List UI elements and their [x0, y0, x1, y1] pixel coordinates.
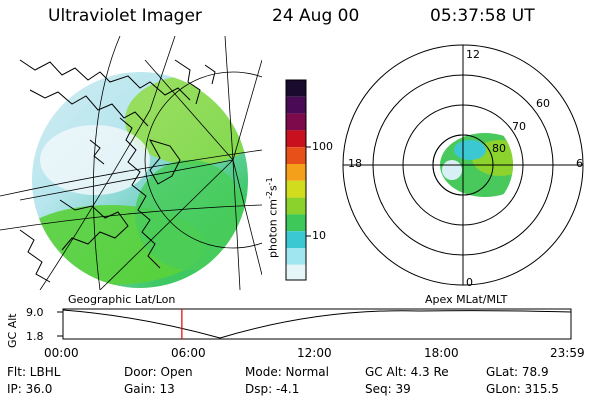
colorbar-seg-9: [286, 231, 306, 248]
timeline-ylabel: GC Alt: [6, 313, 19, 348]
colorbar-seg-7: [286, 197, 306, 215]
lat-label-60: 60: [536, 97, 550, 110]
uv-image-disk: [32, 72, 248, 288]
geographic-caption: Geographic Lat/Lon: [68, 293, 176, 306]
colorbar-seg-3: [286, 130, 306, 148]
colorbar-seg-5: [286, 164, 306, 181]
mlt-label-6: 6: [576, 157, 583, 170]
colorbar-tick-100: 100: [312, 140, 333, 153]
colorbar-seg-6: [286, 180, 306, 198]
x-tick-1200: 12:00: [297, 346, 332, 360]
status-mode: Mode: Normal: [245, 365, 329, 379]
mlt-label-18: 18: [348, 157, 362, 170]
colorbar-seg-4: [286, 147, 306, 164]
status-door: Door: Open: [124, 365, 193, 379]
status-gain: Gain: 13: [124, 382, 175, 396]
altitude-curve: [62, 309, 572, 339]
colorbar-seg-10: [286, 248, 306, 265]
lat-label-70: 70: [512, 120, 526, 133]
instrument-title: Ultraviolet Imager: [48, 6, 202, 26]
y-tick-9: 9.0: [26, 306, 44, 319]
status-glat: GLat: 78.9: [486, 365, 549, 379]
mlt-label-0: 0: [466, 276, 473, 289]
apex-caption: Apex MLat/MLT: [425, 293, 508, 306]
status-gc-alt: GC Alt: 4.3 Re: [365, 365, 449, 379]
colorbar-seg-2: [286, 113, 306, 131]
colorbar-seg-8: [286, 214, 306, 232]
x-tick-0000: 00:00: [44, 346, 79, 360]
y-tick-1.8: 1.8: [26, 330, 44, 343]
colorbar-seg-1: [286, 96, 306, 114]
x-tick-2359: 23:59: [550, 346, 585, 360]
status-seq: Seq: 39: [365, 382, 411, 396]
timeline-plot: [57, 308, 572, 340]
status-filter: Flt: LBHL: [7, 365, 61, 379]
latlon-grid: [0, 36, 262, 290]
geographic-map: [0, 36, 262, 290]
status-glon: GLon: 315.5: [486, 382, 559, 396]
colorbar-seg-0: [286, 80, 306, 97]
mlt-label-12: 12: [466, 48, 480, 61]
coastlines: [19, 59, 216, 283]
colorbar-seg-11: [286, 264, 306, 280]
x-tick-1800: 18:00: [424, 346, 459, 360]
colorbar: [285, 79, 311, 281]
colorbar-tick-10: 10: [312, 229, 326, 242]
x-tick-0600: 06:00: [171, 346, 206, 360]
date-label: 24 Aug 00: [272, 6, 360, 26]
status-dsp: Dsp: -4.1: [245, 382, 300, 396]
status-ip: IP: 36.0: [7, 382, 53, 396]
lat-label-80: 80: [492, 142, 506, 155]
time-label: 05:37:58 UT: [430, 6, 535, 26]
colorbar-label: photon cm-2s-1: [265, 177, 280, 258]
